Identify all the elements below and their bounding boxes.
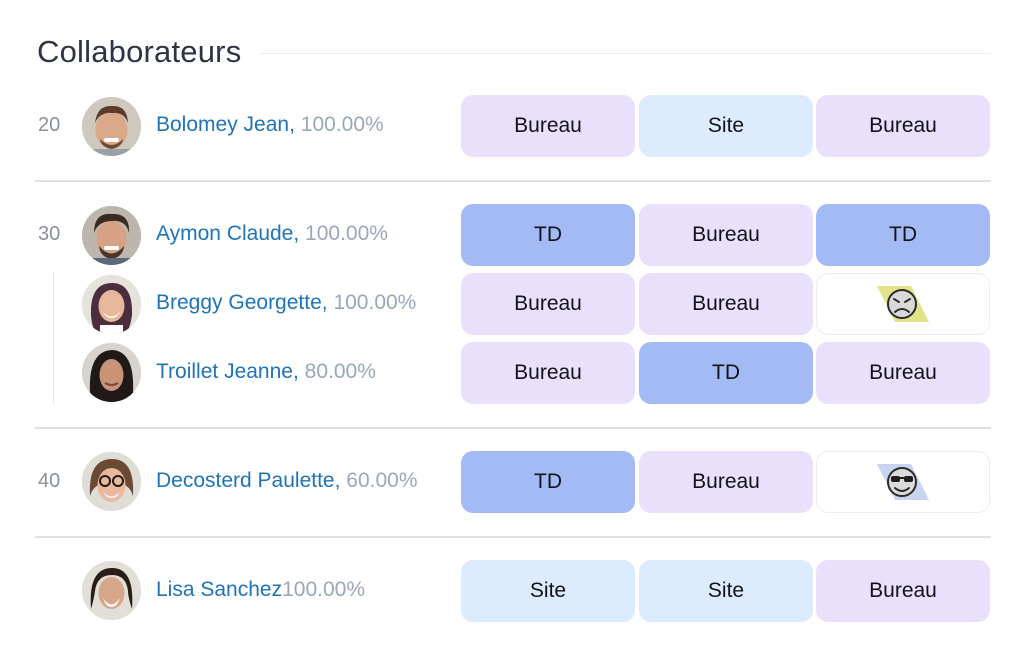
- member-percent: 100.00%: [282, 578, 365, 601]
- member-name[interactable]: Lisa Sanchez: [156, 578, 283, 601]
- avatar[interactable]: [82, 561, 141, 620]
- avatar[interactable]: [82, 97, 141, 156]
- day-cell[interactable]: Bureau: [816, 342, 990, 404]
- group-divider: [35, 427, 991, 429]
- day-cell[interactable]: Bureau: [461, 95, 635, 157]
- member-name[interactable]: Troillet Jeanne,: [156, 360, 299, 383]
- avatar[interactable]: [82, 206, 141, 265]
- section-title: Collaborateurs: [37, 34, 242, 69]
- day-cell[interactable]: Site: [639, 560, 813, 622]
- day-cell[interactable]: TD: [816, 204, 990, 266]
- member-name[interactable]: Bolomey Jean,: [156, 113, 295, 136]
- group-divider: [35, 180, 991, 182]
- member-name[interactable]: Breggy Georgette,: [156, 291, 328, 314]
- sad-face-icon: [877, 286, 929, 322]
- group-number: 40: [38, 470, 61, 492]
- title-divider: [259, 52, 991, 54]
- day-cell[interactable]: Bureau: [816, 95, 990, 157]
- section-header: Collaborateurs: [37, 30, 991, 74]
- day-cell[interactable]: TD: [461, 204, 635, 266]
- day-cell[interactable]: Bureau: [639, 451, 813, 513]
- day-cell-absence[interactable]: [816, 451, 990, 513]
- member-name[interactable]: Decosterd Paulette,: [156, 469, 341, 492]
- day-cell[interactable]: TD: [639, 342, 813, 404]
- member-row-label[interactable]: Decosterd Paulette, 60.00%: [156, 469, 418, 493]
- member-percent: 80.00%: [304, 360, 376, 383]
- group-number: 30: [38, 223, 61, 245]
- day-cell[interactable]: Site: [461, 560, 635, 622]
- member-row-label[interactable]: Lisa Sanchez100.00%: [156, 578, 365, 602]
- member-row-label[interactable]: Bolomey Jean, 100.00%: [156, 113, 384, 137]
- day-cell[interactable]: TD: [461, 451, 635, 513]
- member-row-label[interactable]: Breggy Georgette, 100.00%: [156, 291, 416, 315]
- member-percent: 100.00%: [305, 222, 388, 245]
- day-cell[interactable]: Bureau: [639, 273, 813, 335]
- member-percent: 100.00%: [300, 113, 384, 136]
- member-percent: 60.00%: [346, 469, 418, 492]
- day-cell[interactable]: Bureau: [816, 560, 990, 622]
- avatar[interactable]: [82, 452, 141, 511]
- member-row-label[interactable]: Aymon Claude, 100.00%: [156, 222, 388, 246]
- group-number: 20: [38, 114, 61, 136]
- member-percent: 100.00%: [333, 291, 417, 314]
- day-cell[interactable]: Bureau: [461, 273, 635, 335]
- day-cell[interactable]: Bureau: [639, 204, 813, 266]
- member-row-label[interactable]: Troillet Jeanne, 80.00%: [156, 360, 376, 384]
- avatar[interactable]: [82, 343, 141, 402]
- sunglasses-face-icon: [877, 464, 929, 500]
- day-cell-absence[interactable]: [816, 273, 990, 335]
- member-name[interactable]: Aymon Claude,: [156, 222, 300, 245]
- avatar[interactable]: [82, 275, 141, 334]
- day-cell[interactable]: Site: [639, 95, 813, 157]
- day-cell[interactable]: Bureau: [461, 342, 635, 404]
- group-tree-line: [53, 272, 54, 404]
- group-divider: [35, 536, 991, 538]
